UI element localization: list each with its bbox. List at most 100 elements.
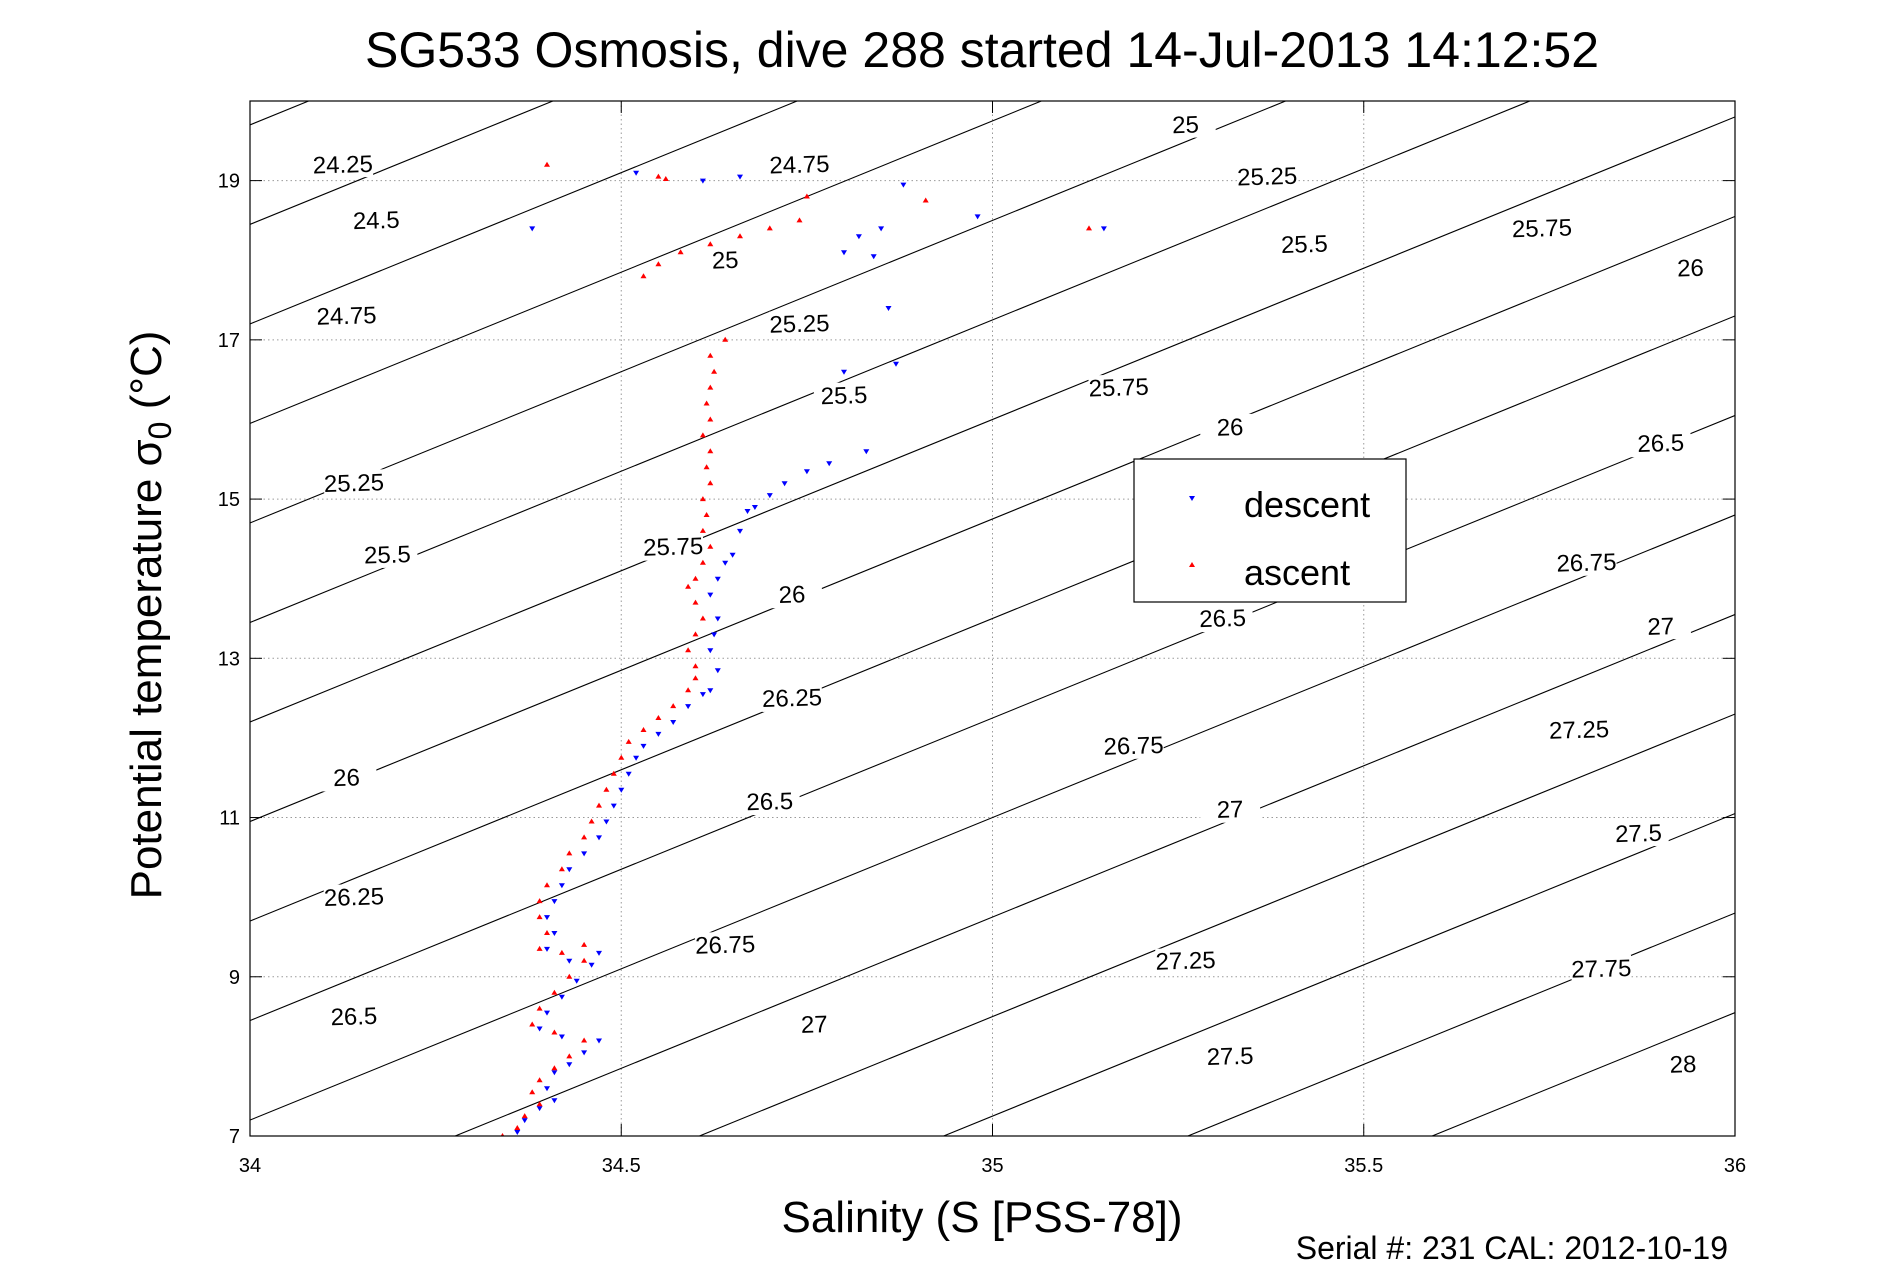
ascent-point-14 [707,352,714,358]
contour-label-bg-0 [312,150,374,179]
descent-point-21 [737,528,743,534]
contour-label-1: 24.5 [353,207,400,235]
ascent-point-37 [670,703,677,709]
contour-label-30: 26.75 [695,931,756,960]
contour-label-0: 24.25 [312,151,373,180]
ascent-point-55 [581,941,588,947]
ascent-point-17 [703,400,710,406]
ascent-point-32 [692,631,699,637]
descent-point-30 [707,688,714,694]
descent-point-45 [551,899,558,905]
contour-label-22: 26.5 [1199,605,1246,633]
ascent-point-10 [803,193,810,199]
ascent-point-66 [529,1089,536,1095]
descent-point-33 [670,720,677,725]
descent-point-60 [551,1070,558,1076]
descent-point-65 [514,1130,521,1135]
legend-ascent-marker [1189,562,1195,567]
y-axis-label-main: Potential temperature σ [122,439,171,899]
ascent-point-57 [566,973,573,979]
contour-line-3 [250,101,1042,425]
contour-label-bg-15 [1511,214,1573,243]
contour-label-2: 24.75 [316,302,377,331]
ascent-point-36 [685,687,692,693]
contour-label-bg-6 [323,883,385,911]
contour-label-bg-4 [357,540,418,569]
descent-point-26 [714,616,721,622]
ascent-point-35 [692,675,699,681]
chart-title: SG533 Osmosis, dive 288 started 14-Jul-2… [365,22,1599,78]
ascent-point-54 [558,949,565,955]
descent-point-32 [685,704,692,710]
contour-label-31: 27.25 [1155,947,1216,976]
contour-label-14: 25.5 [1281,231,1328,259]
ascent-point-62 [581,1037,588,1043]
contour-label-16: 26 [1677,255,1704,283]
contour-label-bg-10 [1236,162,1298,191]
descent-point-31 [699,692,706,698]
contour-label-19: 26 [1216,414,1243,442]
contour-label-bg-12 [769,310,830,338]
ascent-point-56 [581,957,588,963]
plot-area: 24.25 24.5 24.75 25.25 25.5 26 26.25 26.5 24.75 2… [249,100,1736,1137]
ascent-point-22 [707,480,714,486]
ascent-point-43 [603,786,610,792]
descent-point-38 [618,787,625,793]
ascent-point-13 [722,336,729,342]
ascent-point-64 [551,1065,558,1071]
y-axis-label-unit: (°C) [122,331,171,422]
y-tick-label-1: 9 [229,967,240,989]
descent-point-12 [841,369,847,375]
contour-label-bg-7 [323,1002,385,1031]
ascent-point-8 [766,225,773,231]
ascent-point-42 [610,770,617,776]
ascent-point-34 [692,663,699,669]
ascent-point-0 [544,161,550,167]
ascent-point-33 [685,647,692,653]
contour-label-bg-32 [1608,819,1669,848]
x-tick-label-3: 35.5 [1344,1155,1383,1177]
contour-label-bg-14 [1273,230,1335,259]
contour-label-bg-5 [316,763,377,792]
descent-point-14 [863,449,870,455]
descent-point-22 [729,552,736,558]
descent-point-48 [544,946,550,952]
descent-point-3 [737,174,743,180]
descent-point-11 [885,306,892,311]
ascent-point-2 [662,176,669,181]
ascent-point-18 [707,416,714,422]
x-tick-label-4: 36 [1724,1155,1746,1177]
y-tick-label-5: 17 [218,330,240,352]
ascent-point-61 [551,1029,558,1035]
contour-label-bg-23 [1556,548,1617,577]
ascent-point-39 [640,727,647,732]
contour-label-bg-21 [1630,429,1692,458]
ascent-point-16 [707,384,714,390]
ascent-point-52 [544,930,550,935]
contour-line-2 [250,101,798,325]
contour-line-13 [943,812,1735,1136]
ascent-point-29 [685,583,692,589]
descent-point-43 [566,867,573,873]
ascent-point-53 [536,945,543,951]
ascent-point-49 [544,882,550,888]
contour-label-bg-1 [345,206,407,235]
descent-point-59 [566,1062,573,1068]
contour-label-34: 27.5 [1206,1043,1253,1071]
y-tick-label-4: 15 [218,489,240,511]
contour-label-bg-13 [813,381,875,410]
descent-point-50 [596,950,602,956]
contour-label-3: 25.25 [324,469,385,498]
contour-label-23: 26.75 [1556,549,1617,578]
ascent-point-48 [558,866,565,872]
ascent-point-41 [618,754,625,760]
ascent-point-5 [677,249,684,255]
x-axis-label: Salinity (S [PSS-78]) [781,1193,1182,1242]
contour-label-bg-29 [1548,716,1610,744]
contour-label-29: 27.25 [1549,716,1610,745]
descent-point-36 [633,755,640,761]
data-series [500,161,1107,1136]
x-tick-label-1: 34.5 [602,1155,641,1177]
ascent-point-15 [711,368,718,374]
descent-point-18 [766,493,773,499]
